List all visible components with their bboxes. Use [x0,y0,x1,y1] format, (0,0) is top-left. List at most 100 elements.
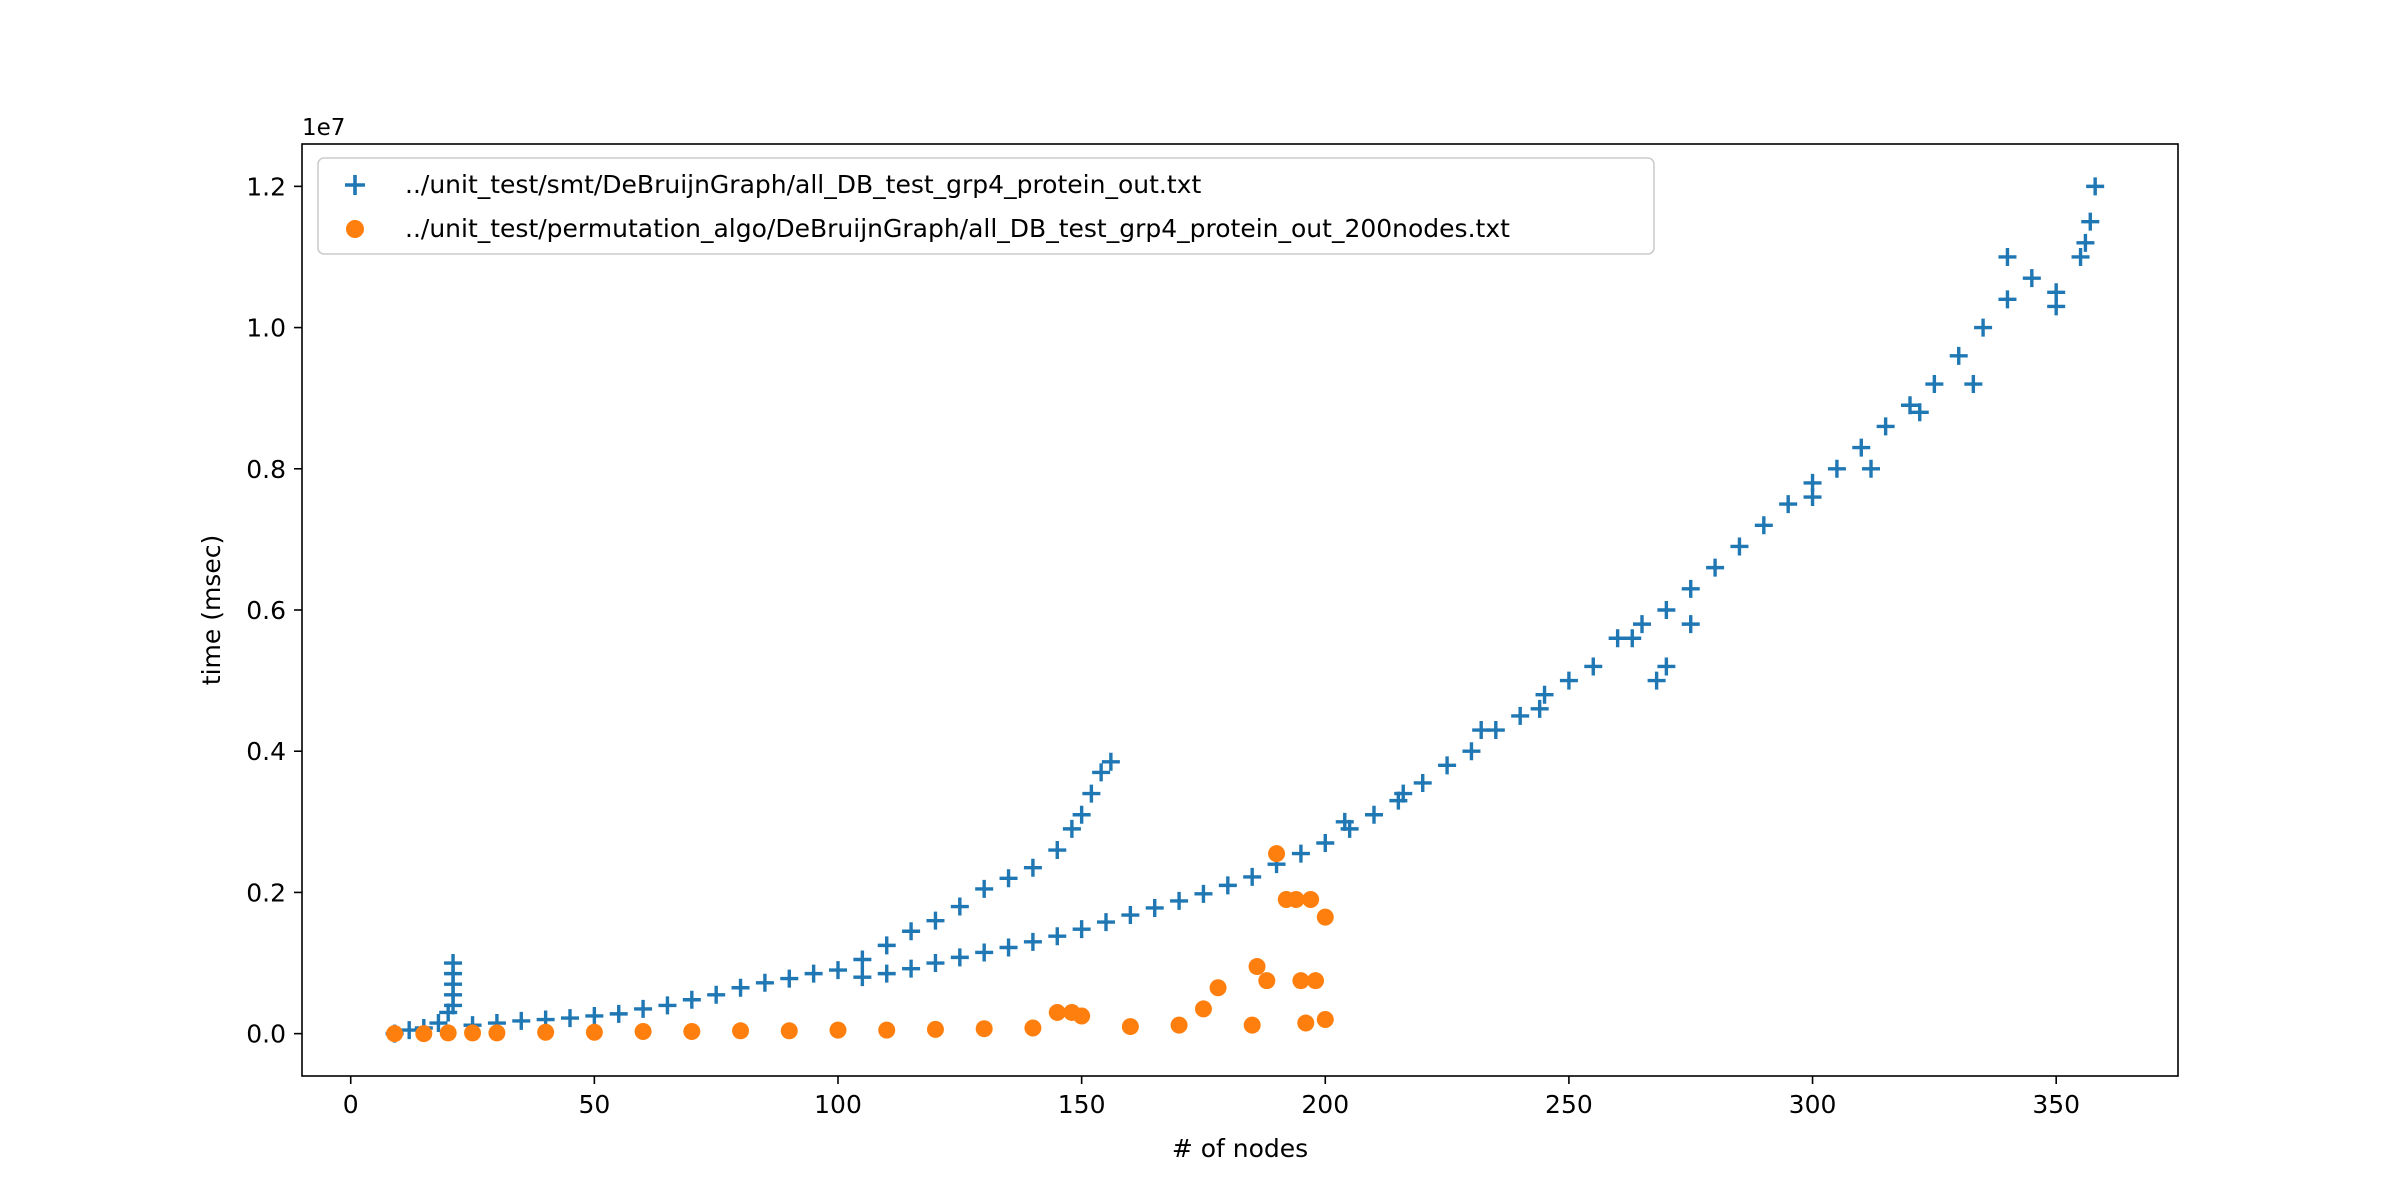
y-tick-label: 1.2 [246,172,286,201]
data-point-circle [464,1024,482,1042]
data-point-circle [1024,1019,1042,1037]
data-point-plus [1633,615,1651,634]
data-point-plus [853,968,872,987]
data-point-plus [829,961,847,980]
y-tick-label: 0.8 [246,455,286,484]
data-point-plus [2022,269,2041,288]
data-point-circle [975,1020,993,1038]
y-tick-label: 0.2 [246,878,286,907]
data-point-plus [902,959,921,978]
data-point-plus [1910,403,1929,422]
series-2 [386,845,1334,1043]
data-point-plus [1754,516,1773,535]
data-point-plus [1048,927,1067,946]
data-point-plus [877,936,896,955]
legend-box [317,157,1655,255]
data-point-plus [1218,876,1237,895]
x-axis-label: # of nodes [1172,1134,1308,1163]
data-point-circle [1287,890,1305,908]
data-point-plus [1623,629,1642,648]
data-point-plus [1647,671,1666,690]
data-point-plus [926,911,945,930]
series-1 [385,177,2105,1043]
data-point-plus [1394,784,1413,803]
data-point-plus [561,1009,579,1028]
data-point-plus [1048,841,1067,860]
legend-plus-marker [345,175,365,195]
data-point-plus [1949,346,1968,365]
data-point-plus [1082,784,1101,803]
legend: ../unit_test/smt/DeBruijnGraph/all_DB_te… [317,157,1655,255]
x-tick-label: 200 [1301,1090,1349,1119]
data-point-plus [1681,615,1700,634]
data-point-plus [2086,177,2105,196]
data-point-plus [2076,233,2095,252]
data-point-plus [1472,721,1491,740]
plot-marks [385,177,2105,1043]
data-point-circle [585,1023,603,1041]
data-point-plus [1316,834,1335,852]
x-tick-label: 250 [1545,1090,1593,1119]
data-point-plus [1964,375,1983,394]
data-point-circle [1248,958,1266,976]
data-point-circle [878,1021,896,1039]
data-point-plus [609,1004,628,1023]
data-point-plus [1062,819,1081,838]
data-point-circle [1316,1011,1334,1029]
data-point-plus [634,999,653,1018]
data-point-plus [877,964,896,983]
data-point-plus [585,1006,604,1025]
x-axis: 0 50 100 150 200 250 300 350 [343,1076,2080,1119]
data-point-plus [707,985,726,1004]
data-point-circle [1194,1000,1212,1018]
data-point-plus [950,948,969,967]
data-point-plus [429,1014,448,1033]
data-point-plus [1097,913,1115,932]
x-tick-label: 150 [1058,1090,1106,1119]
data-point-plus [950,897,969,916]
data-point-plus [1730,537,1749,556]
y-axis: 0.0 0.2 0.4 0.6 0.8 1.0 1.2 [246,172,302,1049]
data-point-plus [1559,671,1578,690]
data-point-plus [1243,867,1262,886]
data-point-plus [2047,297,2066,316]
data-point-plus [400,1021,419,1040]
data-point-plus [1827,459,1846,478]
data-point-plus [1876,417,1895,436]
data-point-plus [1291,844,1310,863]
data-point-plus [1413,773,1432,792]
data-point-circle [1307,972,1325,990]
data-point-circle [829,1021,847,1039]
data-point-plus [1365,805,1383,824]
data-point-plus [755,973,774,992]
legend-label-series-1: ../unit_test/smt/DeBruijnGraph/all_DB_te… [405,170,1201,199]
data-point-plus [926,954,945,973]
data-point-plus [853,950,872,969]
data-point-plus [1706,558,1725,577]
y-axis-label: time (msec) [197,535,226,685]
data-point-plus [902,922,921,941]
data-point-plus [1803,488,1822,507]
data-point-circle [537,1023,555,1041]
data-point-plus [2081,212,2100,231]
data-point-plus [1862,459,1881,478]
data-point-plus [1530,699,1549,718]
data-point-circle [415,1025,433,1043]
x-tick-label: 50 [578,1090,610,1119]
data-point-plus [1779,495,1798,514]
data-point-plus [999,869,1018,888]
data-point-plus [1092,763,1111,782]
data-point-plus [658,996,677,1015]
data-point-plus [1023,858,1042,877]
x-tick-label: 300 [1789,1090,1837,1119]
legend-circle-marker [346,220,364,238]
data-point-plus [1901,396,1919,415]
legend-label-series-2: ../unit_test/permutation_algo/DeBruijnGr… [405,214,1510,243]
data-point-plus [1925,375,1944,394]
data-point-circle [1048,1003,1066,1021]
data-point-circle [683,1023,701,1041]
data-point-plus [1121,906,1140,925]
data-point-plus [1438,756,1457,775]
x-tick-label: 0 [343,1090,359,1119]
